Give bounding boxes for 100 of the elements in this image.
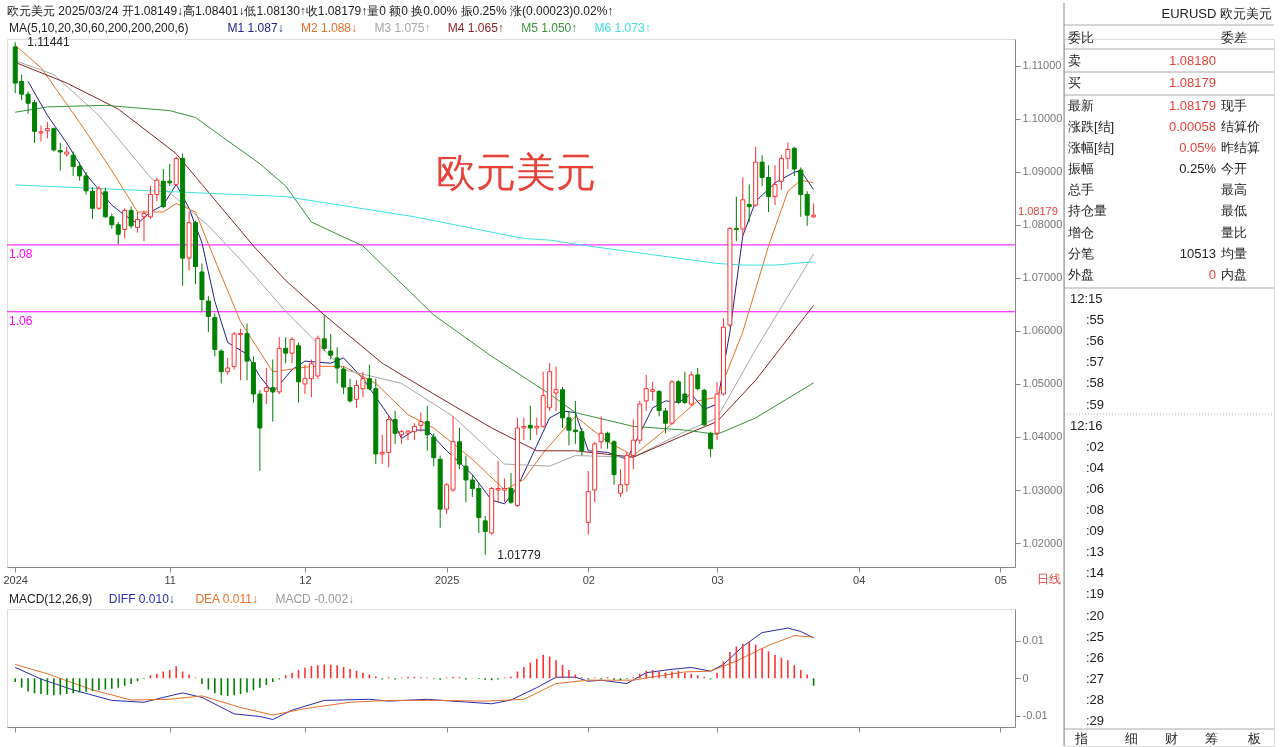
x-tick-label: 03 (711, 573, 724, 586)
text: 内盘 (1221, 267, 1247, 282)
x-tick-label: 05 (994, 573, 1007, 586)
text: 昨结算 (1221, 140, 1260, 155)
text: 委比 (1068, 30, 1094, 45)
candlestick (695, 367, 701, 391)
text: 卖 (1068, 53, 1081, 68)
text: :27 (1086, 670, 1105, 686)
text: :59 (1086, 396, 1105, 412)
candlestick (38, 125, 44, 142)
candlestick (733, 196, 739, 242)
text: M3 1.075↑ (374, 21, 431, 35)
candlestick (392, 410, 398, 445)
chart-title: 欧元美元 2025/03/24 开1.08149↓高1.08401↓低1.08130↑收1.08179↑量0 额0 换0.00% 振0.25% 涨(0.00023)0.02%↑ (7, 4, 614, 18)
text: 0.00058 (1169, 119, 1216, 134)
annotation: 1.11441 (27, 35, 71, 50)
candlestick (263, 367, 269, 405)
text: M1 1.087↓ (227, 21, 284, 35)
y-tick-label: -0.01 (1022, 709, 1048, 722)
candlestick (96, 185, 102, 211)
legend-title: MA(5,10,20,30,60,200,200,200,6) (9, 21, 189, 35)
text: :25 (1086, 628, 1105, 644)
text: 财 (1164, 731, 1178, 746)
candlestick (135, 211, 141, 234)
y-tick-label: 0 (1022, 671, 1029, 684)
candlestick (418, 412, 424, 433)
text: :08 (1086, 502, 1105, 517)
text: 0 (1208, 267, 1216, 282)
text: :58 (1086, 375, 1105, 391)
candlestick (270, 359, 276, 423)
text: 涨跌[结] (1068, 119, 1115, 134)
candlestick (746, 183, 752, 223)
candlestick (218, 348, 224, 384)
text: 持仓量 (1068, 203, 1107, 218)
text: 涨幅[结] (1068, 140, 1115, 155)
text: 1.08179 (1169, 75, 1216, 90)
text: 指 (1073, 731, 1088, 746)
candlestick (431, 432, 437, 467)
y-tick-label: 0.01 (1022, 634, 1044, 647)
candlestick (708, 431, 714, 458)
text: M6 1.073↑ (594, 21, 651, 35)
candlestick (205, 295, 211, 333)
text: M5 1.050↑ (521, 21, 578, 35)
candlestick (289, 336, 295, 364)
y-tick-label: 1.03000 (1022, 483, 1063, 496)
x-tick-label: 12 (299, 573, 312, 586)
text: 结算价 (1221, 119, 1260, 134)
annotation: 1.01779 (497, 547, 541, 562)
candlestick (115, 221, 121, 245)
text: 增仓 (1067, 225, 1094, 240)
y-tick-label: 1.10000 (1022, 112, 1063, 125)
text: EURUSD 欧元美元 (1161, 6, 1272, 21)
text: :28 (1086, 691, 1105, 707)
text: 0.05% (1179, 140, 1217, 155)
candlestick (598, 415, 604, 450)
y-tick-label: 1.04000 (1022, 430, 1063, 443)
x-tick-label: 04 (853, 573, 866, 586)
ref-line-label: 1.08 (9, 246, 33, 261)
x-tick-label: 11 (164, 573, 176, 586)
text: :14 (1086, 565, 1105, 581)
text: 现手 (1221, 98, 1247, 113)
text: :57 (1086, 354, 1105, 370)
text: 今开 (1221, 161, 1247, 176)
y-tick-label: 1.11000 (1022, 59, 1062, 72)
candlestick (283, 336, 289, 364)
y-tick-label: 1.02000 (1022, 536, 1063, 549)
y-tick-label: 1.08000 (1022, 218, 1063, 231)
text: :09 (1086, 523, 1105, 539)
text: 最新 (1068, 98, 1094, 113)
text: 最低 (1221, 203, 1247, 218)
candlestick (508, 472, 514, 505)
text: :20 (1086, 607, 1105, 623)
text: :55 (1086, 312, 1105, 328)
text: MACD -0.002↓ (275, 592, 355, 606)
text: 日线 (1037, 572, 1061, 586)
x-tick-label: 02 (582, 573, 595, 586)
text: 买 (1068, 75, 1081, 90)
text: 12:16 (1070, 417, 1103, 433)
text: :19 (1086, 586, 1105, 602)
ref-line-label: 1.06 (9, 313, 33, 328)
text: 振幅 (1068, 161, 1094, 176)
candlestick (89, 186, 95, 220)
y-tick-label: 1.06000 (1022, 324, 1063, 337)
text: 委差 (1221, 30, 1247, 45)
text: DIFF 0.010↓ (108, 592, 175, 606)
candlestick (772, 164, 778, 206)
candlestick (321, 314, 327, 352)
candlestick (804, 190, 810, 227)
y-tick-label: 1.07000 (1022, 271, 1063, 284)
text: 10513 (1179, 246, 1216, 261)
candlestick (122, 207, 128, 240)
candlestick (456, 427, 462, 470)
text: DEA 0.011↓ (195, 592, 258, 606)
annotation: 欧元美元 (436, 150, 597, 194)
text: 细 (1124, 731, 1138, 746)
text: :56 (1086, 333, 1105, 349)
text: 均量 (1220, 246, 1247, 261)
text: 最高 (1221, 182, 1247, 197)
text: :26 (1086, 649, 1105, 665)
y-tick-label: 1.09000 (1022, 165, 1063, 178)
